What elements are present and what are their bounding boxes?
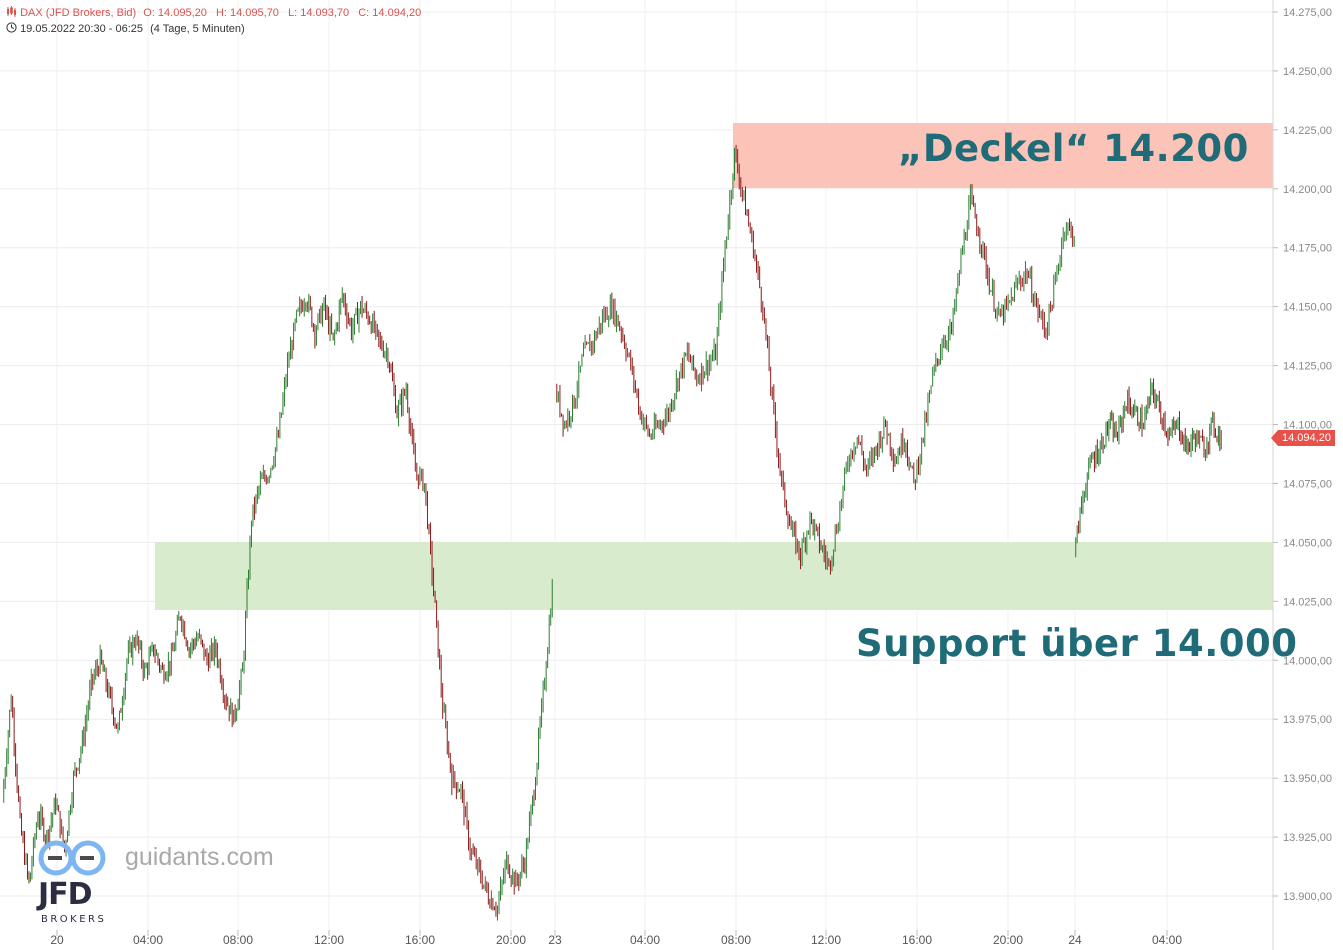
x-tick-label: 24 [1068,933,1082,947]
x-tick-label: 04:00 [133,933,163,947]
guidants-watermark: guidants.com [125,843,274,871]
chart-header: DAX (JFD Brokers, Bid) O: 14.095,20 H: 1… [6,6,431,19]
resistance-zone [733,123,1273,188]
x-tick-label: 23 [548,933,562,947]
instrument-name: DAX (JFD Brokers, Bid) [20,7,137,19]
support-zone [155,542,1273,610]
high-value: H: 14.095,70 [215,7,279,19]
y-axis-ticks: 14.275,00 14.250,00 14.225,00 14.200,00 14.1… [1273,7,1332,903]
last-price-tag: 14.094,20 [1271,430,1335,446]
jfd-logo-sub: BROKERS [41,914,107,925]
y-tick-label: 14.125,00 [1283,361,1332,373]
support-annotation: Support über 14.000 [856,622,1298,665]
y-tick-label: 13.900,00 [1283,891,1332,903]
range-text: (4 Tage, 5 Minuten) [150,23,245,35]
y-tick-label: 13.925,00 [1283,832,1332,844]
clock-icon [6,22,17,33]
jfd-logo: JFD [38,877,93,912]
y-tick-label: 14.275,00 [1283,7,1332,19]
y-tick-label: 14.000,00 [1283,655,1332,667]
x-tick-label: 12:00 [314,933,344,947]
x-tick-label: 12:00 [811,933,841,947]
x-tick-label: 20:00 [993,933,1023,947]
x-tick-label: 04:00 [1152,933,1182,947]
x-tick-label: 08:00 [223,933,253,947]
x-tick-label: 16:00 [405,933,435,947]
y-tick-label: 14.225,00 [1283,125,1332,137]
candles [3,144,1222,921]
x-tick-label: 20:00 [496,933,526,947]
y-tick-label: 14.075,00 [1283,478,1332,490]
low-value: L: 14.093,70 [288,7,350,19]
y-tick-label: 14.050,00 [1283,537,1332,549]
x-tick-label: 04:00 [630,933,660,947]
x-tick-label: 08:00 [721,933,751,947]
y-tick-label: 14.175,00 [1283,243,1332,255]
close-value: C: 14.094,20 [358,7,422,19]
y-tick-label: 14.025,00 [1283,596,1332,608]
guidants-logo-icon [38,840,106,876]
x-tick-label: 20 [50,933,64,947]
chart-period: 19.05.2022 20:30 - 06:25 (4 Tage, 5 Minu… [6,22,249,35]
y-tick-label: 14.100,00 [1283,420,1332,432]
x-axis-ticks: 20 04:00 08:00 12:00 16:00 20:00 23 04:00 08:00 1… [50,930,1182,947]
open-value: O: 14.095,20 [143,7,207,19]
period-text: 19.05.2022 20:30 - 06:25 [20,23,144,35]
y-tick-label: 14.150,00 [1283,302,1332,314]
y-tick-label: 14.250,00 [1283,66,1332,78]
x-tick-label: 16:00 [902,933,932,947]
y-tick-label: 14.200,00 [1283,184,1332,196]
y-tick-label: 13.975,00 [1283,714,1332,726]
candlestick-icon [7,6,16,17]
resistance-annotation: „Deckel“ 14.200 [898,127,1249,170]
y-tick-label: 13.950,00 [1283,773,1332,785]
